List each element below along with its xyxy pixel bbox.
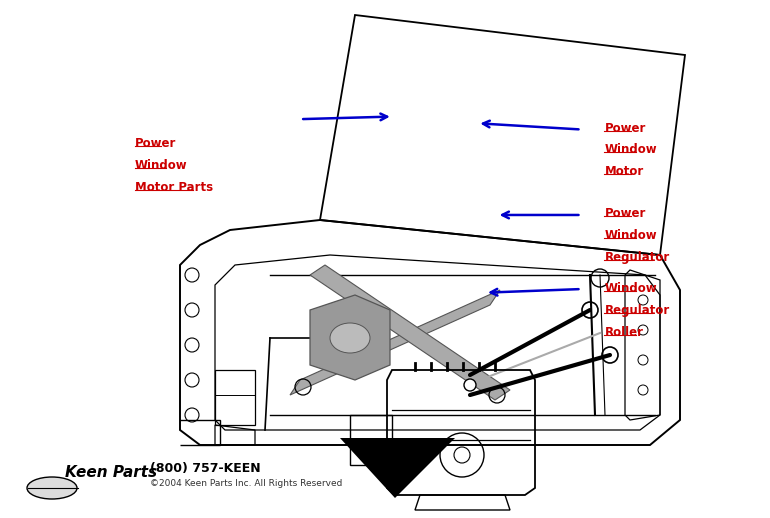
Text: Power: Power: [604, 122, 646, 135]
Ellipse shape: [330, 323, 370, 353]
Text: Keen Parts: Keen Parts: [65, 465, 157, 480]
Text: Roller: Roller: [604, 326, 644, 339]
Text: Window: Window: [604, 282, 657, 295]
Text: Window: Window: [604, 143, 657, 156]
Text: (800) 757-KEEN: (800) 757-KEEN: [150, 462, 260, 475]
Text: Motor Parts: Motor Parts: [135, 181, 213, 194]
Text: Window: Window: [604, 229, 657, 242]
Polygon shape: [310, 295, 390, 380]
Polygon shape: [290, 290, 500, 395]
Ellipse shape: [27, 477, 77, 499]
Polygon shape: [340, 438, 455, 498]
Text: Regulator: Regulator: [604, 251, 670, 264]
Circle shape: [464, 379, 476, 391]
Text: Regulator: Regulator: [604, 304, 670, 317]
Text: ©2004 Keen Parts Inc. All Rights Reserved: ©2004 Keen Parts Inc. All Rights Reserve…: [150, 479, 343, 488]
Text: Motor: Motor: [604, 165, 644, 178]
Text: Window: Window: [135, 159, 187, 172]
Text: Power: Power: [604, 207, 646, 220]
Polygon shape: [310, 265, 510, 400]
Text: Power: Power: [135, 137, 176, 150]
